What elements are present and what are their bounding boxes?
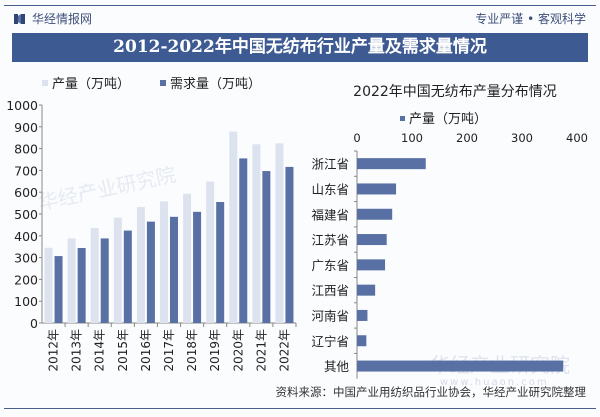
bar-production xyxy=(136,207,145,323)
y-tick-label: 0 xyxy=(30,316,38,331)
y-tick-label: 900 xyxy=(14,120,38,135)
bar-demand xyxy=(54,256,63,323)
bar-production xyxy=(206,181,215,323)
top-divider xyxy=(4,5,596,6)
x-tick-label: 2020年 xyxy=(231,329,245,372)
bar-production xyxy=(183,193,192,323)
bar-demand xyxy=(123,230,132,323)
bar-demand xyxy=(239,158,248,323)
bar-production xyxy=(160,201,168,323)
bar-demand xyxy=(170,216,178,323)
watermark-text: 华经产业研究院 xyxy=(36,162,178,215)
bar-demand xyxy=(262,171,271,323)
legend-swatch xyxy=(160,80,166,86)
x-tick-label: 2015年 xyxy=(116,329,130,372)
y-tick-label: 江苏省 xyxy=(311,233,349,248)
x-tick-label: 2017年 xyxy=(162,329,176,372)
x-tick-label: 100 xyxy=(401,131,423,145)
legend-label: 需求量（万吨） xyxy=(170,77,261,92)
bar-production xyxy=(229,131,238,323)
brand: 华经情报网 xyxy=(14,10,92,27)
bar-production xyxy=(357,259,386,271)
y-tick-label: 广东省 xyxy=(311,258,349,273)
x-tick-label: 2021年 xyxy=(254,329,268,372)
logo-icon xyxy=(14,13,25,24)
bar-production xyxy=(357,309,368,321)
bar-production xyxy=(357,284,376,296)
x-tick-label: 400 xyxy=(566,131,588,145)
y-tick-label: 其他 xyxy=(324,359,350,374)
watermark-url: www.huaon.com xyxy=(440,377,549,388)
bar-production xyxy=(357,335,367,347)
chart-title: 2022年中国无纺布产量分布情况 xyxy=(353,84,557,100)
y-tick-label: 300 xyxy=(14,251,38,266)
source-note: 资料来源：中国产业用纺织品行业协会，华经产业研究院整理 xyxy=(275,385,587,399)
bar-demand xyxy=(193,211,202,323)
bar-demand xyxy=(146,221,155,323)
legend-swatch xyxy=(400,116,405,121)
brand-name: 华经情报网 xyxy=(32,12,93,26)
y-tick-label: 山东省 xyxy=(311,182,349,197)
x-tick-label: 2019年 xyxy=(208,329,222,372)
slogan: 专业严谨 • 客观科学 xyxy=(475,12,586,26)
y-tick-label: 辽宁省 xyxy=(311,334,349,349)
legend-label: 产量（万吨） xyxy=(409,112,487,127)
bar-production xyxy=(357,183,397,195)
y-tick-label: 100 xyxy=(14,294,38,309)
bar-demand xyxy=(285,166,294,323)
bar-production xyxy=(357,158,426,170)
x-tick-label: 2022年 xyxy=(277,329,291,372)
x-tick-label: 2013年 xyxy=(70,329,84,372)
bar-demand xyxy=(100,238,109,323)
bar-production xyxy=(357,208,393,220)
bar-production xyxy=(90,227,99,323)
y-tick-label: 200 xyxy=(14,272,38,287)
bar-production xyxy=(67,238,76,323)
bar-production xyxy=(357,360,564,372)
y-tick-label: 浙江省 xyxy=(311,157,349,172)
x-tick-label: 300 xyxy=(511,131,533,145)
x-tick-label: 200 xyxy=(456,131,478,145)
y-tick-label: 700 xyxy=(14,163,38,178)
x-tick-label: 2012年 xyxy=(47,329,61,372)
legend-label: 产量（万吨） xyxy=(52,77,130,92)
bottom-divider xyxy=(4,408,596,409)
y-tick-label: 500 xyxy=(14,207,38,222)
bar-production xyxy=(275,143,284,323)
y-tick-label: 福建省 xyxy=(311,207,349,222)
y-tick-label: 800 xyxy=(14,142,38,157)
y-tick-label: 600 xyxy=(14,185,38,200)
x-tick-label: 2018年 xyxy=(185,329,199,372)
bar-demand xyxy=(77,248,86,323)
x-tick-label: 0 xyxy=(353,131,360,145)
y-tick-label: 河南省 xyxy=(311,308,349,323)
bar-demand xyxy=(216,202,225,323)
y-tick-label: 江西省 xyxy=(311,283,349,298)
x-tick-label: 2016年 xyxy=(139,329,153,372)
legend-swatch xyxy=(42,80,48,86)
bar-production xyxy=(44,247,53,323)
x-tick-label: 2014年 xyxy=(93,329,107,372)
page-title: 2012-2022年中国无纺布行业产量及需求量情况 xyxy=(12,33,588,62)
bar-production xyxy=(252,144,261,323)
bar-production xyxy=(113,217,122,323)
y-tick-label: 400 xyxy=(14,229,38,244)
bar-production xyxy=(357,234,387,246)
y-tick-label: 1000 xyxy=(6,98,38,113)
